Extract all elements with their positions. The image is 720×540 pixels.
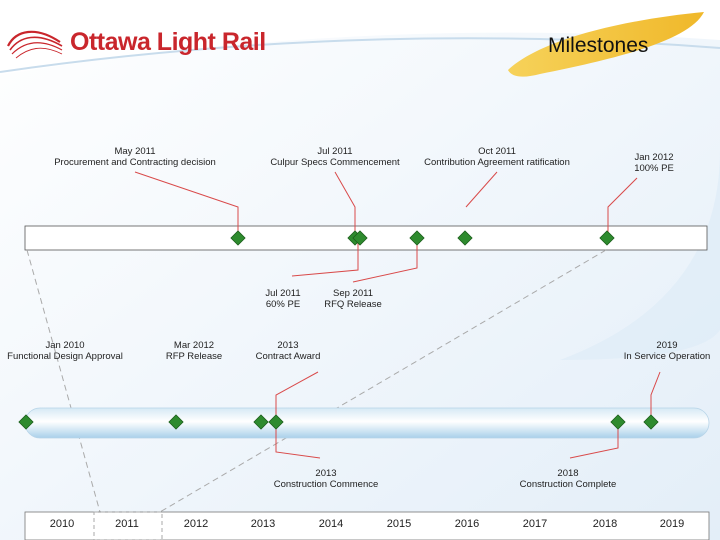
main-milestone-markers [18, 414, 659, 430]
main-leaders [275, 371, 661, 459]
page-title: Milestones [548, 34, 649, 57]
light-rail-swoosh-icon [7, 30, 63, 59]
label-date: 2018 [557, 468, 579, 479]
label-date: Jul 2011 [265, 288, 301, 299]
label-text: Construction Commence [273, 479, 379, 490]
label-text: Contribution Agreement ratification [424, 157, 570, 168]
zoom-year-highlight [93, 511, 163, 540]
milestone-2010 [18, 414, 34, 430]
milestone-may-2011 [230, 230, 246, 246]
label-date: 2013 [315, 468, 337, 479]
main-label-mar-2012: Mar 2012 RFP Release [166, 340, 222, 362]
year-label: 2011 [115, 518, 139, 530]
label-text: Functional Design Approval [7, 351, 123, 362]
label-date: Mar 2012 [173, 340, 215, 351]
label-date: Oct 2011 [478, 146, 516, 157]
label-date: 2013 [277, 340, 299, 351]
label-text: Contract Award [255, 351, 321, 362]
label-text: 60% PE [265, 299, 301, 310]
logo-text: Ottawa Light Rail [70, 27, 266, 56]
year-label: 2018 [592, 518, 618, 530]
label-date: Jan 2012 [634, 152, 674, 163]
milestone-oct-2011 [457, 230, 473, 246]
label-date: Jan 2010 [45, 340, 85, 351]
zoom-connector-right [159, 249, 607, 513]
zoom-connector-left [26, 249, 101, 513]
year-label: 2012 [183, 518, 209, 530]
milestone-2012 [168, 414, 184, 430]
year-label: 2017 [522, 518, 548, 530]
detail-label-may-2011: May 2011 Procurement and Contracting dec… [54, 146, 216, 168]
detail-label-jan-2012: Jan 2012 100% PE [634, 152, 674, 174]
label-text: 100% PE [634, 163, 674, 174]
milestone-jan-2012 [599, 230, 615, 246]
year-label: 2019 [659, 518, 685, 530]
year-label: 2015 [386, 518, 412, 530]
milestone-2019 [643, 414, 659, 430]
milestone-2013-b [268, 414, 284, 430]
main-label-2018: 2018 Construction Complete [520, 468, 617, 490]
main-timeline-bar [24, 407, 710, 439]
milestone-2013-a [253, 414, 269, 430]
label-date: Jul 2011 [317, 146, 353, 157]
milestone-2018 [610, 414, 626, 430]
main-label-jan-2010: Jan 2010 Functional Design Approval [7, 340, 123, 362]
detail-leaders [134, 171, 638, 283]
label-text: In Service Operation [623, 351, 711, 362]
label-date: Sep 2011 [333, 288, 373, 299]
main-label-2013-award: 2013 Contract Award [256, 340, 321, 362]
main-label-2019: 2019 In Service Operation [624, 340, 711, 362]
label-text: RFP Release [165, 351, 223, 362]
year-label: 2013 [250, 518, 276, 530]
main-label-2013-construction: 2013 Construction Commence [274, 468, 379, 490]
detail-milestone-markers [230, 230, 615, 246]
detail-label-jul-2011: Jul 2011 Culpur Specs Commencement [270, 146, 399, 168]
label-date: May 2011 [114, 146, 156, 157]
milestone-sep-2011 [409, 230, 425, 246]
year-label: 2016 [454, 518, 480, 530]
label-text: Construction Complete [519, 479, 617, 490]
label-text: Procurement and Contracting decision [54, 157, 216, 168]
milestone-jul-2011-b [352, 230, 368, 246]
detail-label-oct-2011: Oct 2011 Contribution Agreement ratifica… [424, 146, 570, 168]
detail-label-jul-2011-pe: Jul 2011 60% PE [265, 288, 300, 310]
year-label: 2014 [318, 518, 344, 530]
label-date: 2019 [656, 340, 678, 351]
year-label: 2010 [49, 518, 75, 530]
logo: Ottawa Light Rail [6, 22, 266, 62]
year-axis [24, 511, 710, 540]
detail-label-sep-2011: Sep 2011 RFQ Release [324, 288, 382, 310]
label-text: Culpur Specs Commencement [270, 157, 400, 168]
label-text: RFQ Release [324, 299, 382, 310]
